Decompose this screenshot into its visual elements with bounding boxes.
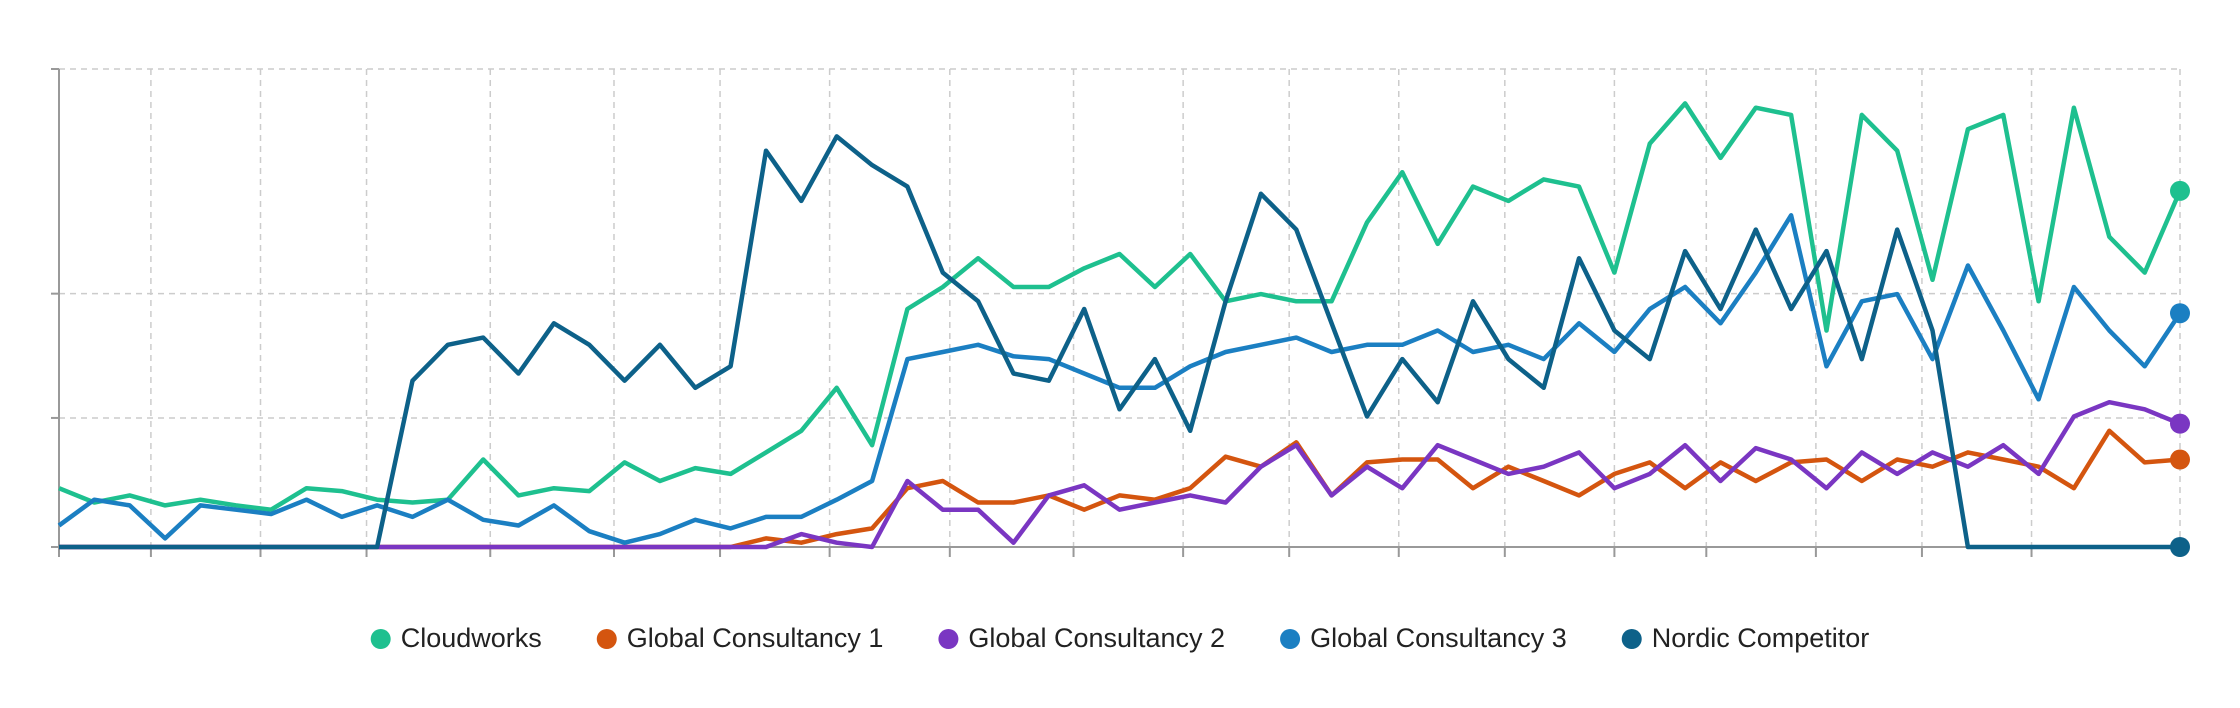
legend-item[interactable]: Cloudworks <box>370 623 542 653</box>
end-dot <box>2170 413 2190 434</box>
legend-label: Global Consultancy 3 <box>1310 623 1567 653</box>
legend-item[interactable]: Nordic Competitor <box>1621 623 1870 653</box>
legend-swatch <box>1621 629 1642 649</box>
legend-item[interactable]: Global Consultancy 3 <box>1280 623 1567 653</box>
legend-label: Nordic Competitor <box>1652 623 1870 653</box>
legend: Cloudworks Global Consultancy 1 Global Con… <box>370 623 1870 653</box>
legend-label: Global Consultancy 1 <box>627 623 884 653</box>
legend-swatch <box>938 629 959 649</box>
end-dot <box>2170 303 2190 324</box>
series-line <box>57 213 2182 545</box>
series-line <box>59 399 2181 550</box>
end-dot <box>2170 180 2190 201</box>
legend-item[interactable]: Global Consultancy 1 <box>596 623 884 653</box>
end-dot <box>2170 537 2190 557</box>
legend-swatch <box>596 629 617 649</box>
legend-item[interactable]: Global Consultancy 2 <box>938 623 1225 653</box>
legend-label: Global Consultancy 2 <box>968 623 1225 653</box>
legend-label: Cloudworks <box>401 623 542 653</box>
series-line <box>59 428 2181 550</box>
legend-swatch <box>1280 629 1301 649</box>
end-dot <box>2170 449 2190 470</box>
series-line <box>58 101 2183 512</box>
legend-swatch <box>370 629 391 649</box>
series-line <box>59 134 2180 550</box>
